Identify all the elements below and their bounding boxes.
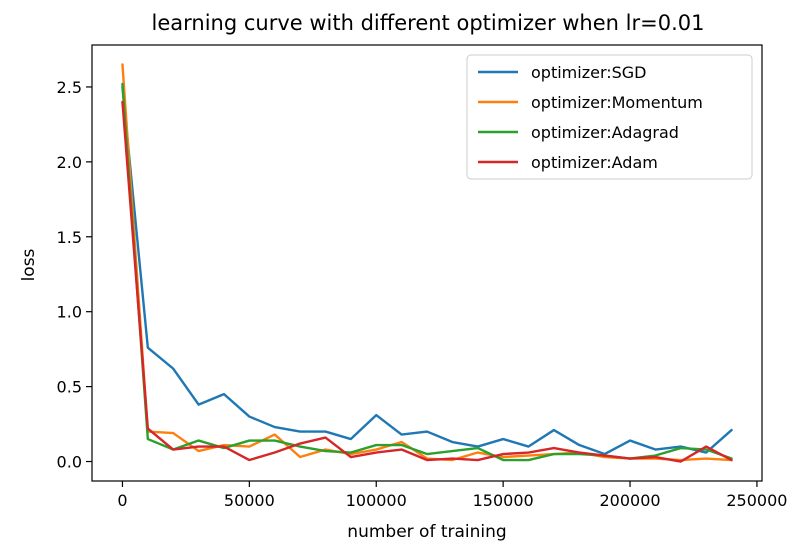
y-tick-label: 2.5 [57, 78, 82, 97]
y-tick-label: 1.0 [57, 303, 82, 322]
legend-box [466, 54, 753, 180]
y-tick-label: 2.0 [57, 153, 82, 172]
x-tick-label: 150000 [473, 491, 534, 510]
legend-label-2: optimizer:Adagrad [531, 123, 679, 142]
legend-label-0: optimizer:SGD [531, 63, 647, 82]
series-line-0 [121, 85, 733, 456]
series-line-3 [121, 100, 733, 463]
y-axis-label: loss [19, 248, 39, 281]
y-tick-label: 0.5 [57, 378, 82, 397]
legend-label-1: optimizer:Momentum [531, 93, 703, 112]
x-tick-label: 250000 [726, 491, 787, 510]
legend-label-3: optimizer:Adam [531, 153, 658, 172]
series-lines [121, 63, 733, 463]
plot-frame [91, 44, 763, 482]
x-tick-label: 100000 [346, 491, 407, 510]
x-axis: 0 50000 100000 150000 200000 250000 [117, 481, 787, 510]
y-tick-label: 0.0 [57, 453, 82, 472]
x-tick-label: 50000 [224, 491, 275, 510]
y-axis: 0.0 0.5 1.0 1.5 2.0 2.5 [57, 78, 92, 472]
chart-title: learning curve with different optimizer … [152, 11, 705, 35]
y-tick-label: 1.5 [57, 228, 82, 247]
legend: optimizer:SGD optimizer:Momentum optimizer… [466, 54, 753, 180]
x-axis-label: number of training [347, 522, 506, 542]
x-tick-label: 200000 [599, 491, 660, 510]
x-tick-label: 0 [117, 491, 127, 510]
